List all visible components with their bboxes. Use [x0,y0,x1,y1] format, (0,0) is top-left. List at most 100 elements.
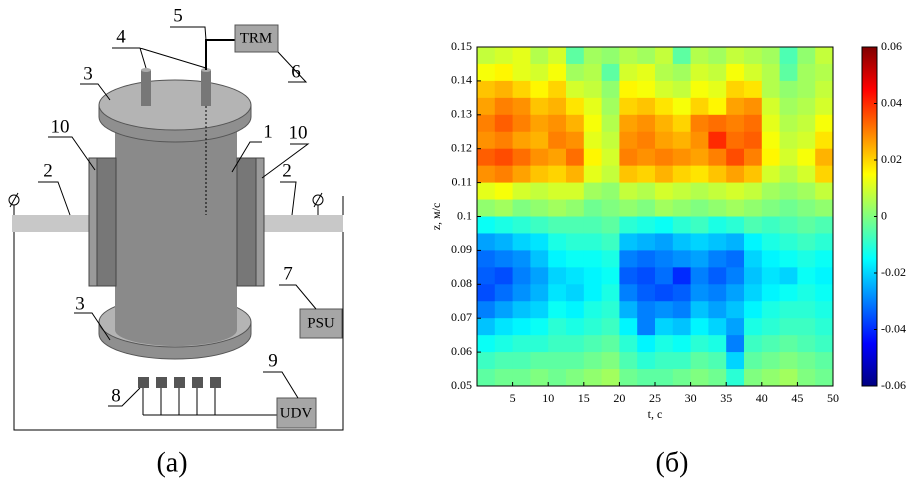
heat-cell [726,267,745,285]
heat-cell [779,250,798,268]
heat-cell [601,318,620,336]
heat-cell [637,352,656,370]
heat-cell [761,369,780,387]
heat-cell [477,301,496,319]
heat-cell [672,335,691,353]
thermocouple-wire [205,39,235,70]
heat-cell [655,97,674,116]
heat-cell [797,47,816,65]
heat-cell [566,165,585,183]
heat-cell [512,199,531,217]
heat-cell [566,148,585,167]
heat-cell [744,335,763,353]
heat-cell [815,284,834,302]
leader [231,141,262,173]
heat-cell [779,216,798,234]
heat-cell [655,335,674,353]
heat-cell [708,131,727,150]
heat-cell [708,250,727,268]
heat-cell [761,182,780,200]
heat-cell [512,335,531,353]
heat-cell [672,284,691,302]
heat-cell [530,369,549,387]
top-flange-top [98,79,252,131]
heat-cell [512,63,531,82]
heat-cell [815,80,834,99]
heat-cell [619,114,638,133]
y-tick-label: 0.05 [451,378,472,392]
heat-cell [477,216,496,234]
heat-cell [601,182,620,200]
heat-cell [512,318,531,336]
heat-cell [566,301,585,319]
heat-cell [690,199,709,217]
heat-cell [494,284,513,302]
heat-cell [583,165,602,183]
heat-cell [619,284,638,302]
heat-cell [512,148,531,167]
heat-cell [726,199,745,217]
heat-cell [601,216,620,234]
heat-cell [512,47,531,65]
heat-cell [583,97,602,116]
heat-cell [637,97,656,116]
heat-cell [779,131,798,150]
heat-cell [477,352,496,370]
heat-cell [797,216,816,234]
heat-cell [530,182,549,200]
colorbar-tick-label: 0.02 [881,152,902,166]
heat-cell [548,352,567,370]
cylinder-base [115,314,237,346]
heat-cell [815,148,834,167]
heat-cell [744,97,763,116]
heat-cell [637,199,656,217]
heat-cell [583,216,602,234]
heat-cell [690,284,709,302]
box [276,397,317,429]
leader [74,312,111,341]
heat-cell [530,63,549,82]
part-number: 3 [83,63,93,84]
heat-cell [708,80,727,99]
heat-cell [494,199,513,217]
heat-cell [672,318,691,336]
heat-cell [815,47,834,65]
x-tick-label: 30 [685,391,697,405]
heat-cell [815,114,834,133]
heat-cell [637,80,656,99]
heat-cell [530,335,549,353]
leader [170,26,207,41]
heat-cell [690,63,709,82]
heat-cell [779,233,798,251]
heat-cell [548,165,567,183]
heat-cell [583,301,602,319]
heat-cell [601,165,620,183]
y-tick-label: 0.15 [451,39,472,53]
heat-cell [477,318,496,336]
heat-cell [477,284,496,302]
heat-cell [815,182,834,200]
heat-cell [619,80,638,99]
heat-cell [655,352,674,370]
heat-cell [761,63,780,82]
heat-cell [494,267,513,285]
part-number: 5 [173,5,183,26]
x-tick-label: 35 [720,391,732,405]
x-tick-label: 50 [827,391,839,405]
heat-cell [779,80,798,99]
heat-cell [690,267,709,285]
heat-cell [530,165,549,183]
y-tick-label: 0.09 [451,242,472,256]
heat-cell [566,250,585,268]
heat-cell [744,148,763,167]
heat-cell [726,63,745,82]
heat-cell [797,165,816,183]
heat-cell [690,369,709,387]
heat-cell [494,165,513,183]
heat-cell [548,80,567,99]
heat-cell [583,335,602,353]
heat-cell [761,216,780,234]
part-number: 9 [268,350,278,371]
heat-cell [601,233,620,251]
heat-cell [601,114,620,133]
